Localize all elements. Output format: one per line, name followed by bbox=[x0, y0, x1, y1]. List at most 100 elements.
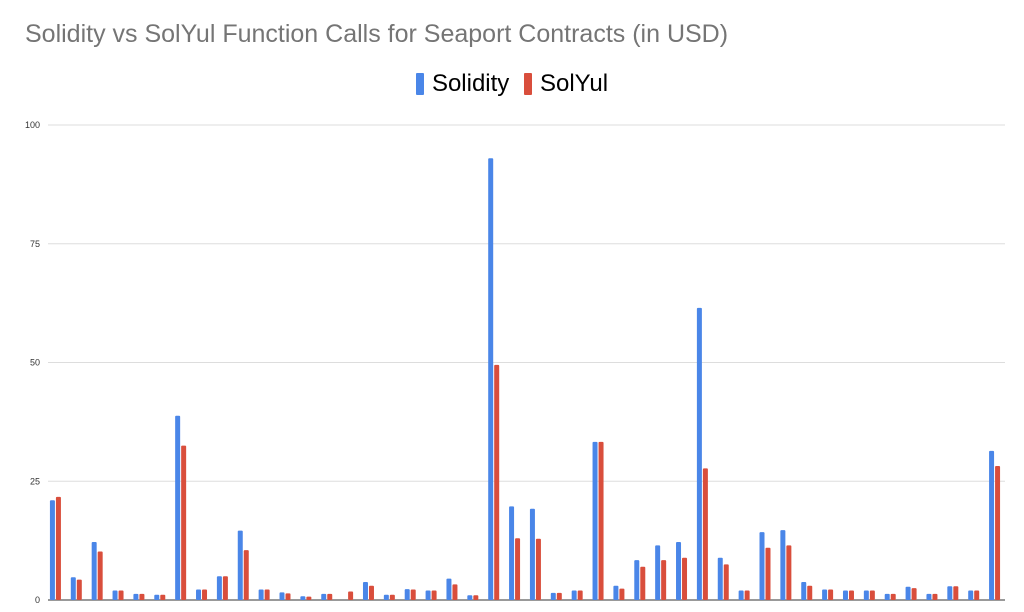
legend: Solidity SolYul bbox=[0, 70, 1024, 102]
bar-solidity-26 bbox=[571, 590, 577, 600]
legend-item-solidity: Solidity bbox=[415, 70, 510, 98]
y-tick-label: 0 bbox=[35, 595, 40, 605]
bar-solidity-21 bbox=[467, 595, 473, 600]
bar-solyul-30 bbox=[661, 560, 667, 600]
bar-solidity-11 bbox=[258, 589, 264, 600]
bar-solyul-1 bbox=[55, 496, 61, 600]
bar-solyul-8 bbox=[202, 589, 208, 600]
bar-solidity-39 bbox=[842, 590, 848, 600]
bar-solidity-9 bbox=[216, 576, 222, 600]
bar-solidity-17 bbox=[383, 594, 389, 600]
bar-solidity-3 bbox=[91, 542, 97, 600]
bar-solidity-33 bbox=[717, 557, 723, 600]
bar-solyul-32 bbox=[702, 468, 708, 600]
legend-swatch-solyul bbox=[523, 73, 532, 95]
bar-solyul-26 bbox=[577, 590, 583, 600]
bar-solidity-8 bbox=[196, 589, 202, 600]
bar-solyul-12 bbox=[285, 593, 291, 600]
bar-solidity-41 bbox=[884, 593, 890, 600]
bar-solyul-37 bbox=[807, 585, 813, 600]
legend-label-solyul: SolYul bbox=[539, 70, 609, 97]
bar-solidity-29 bbox=[634, 560, 640, 600]
bar-solyul-20 bbox=[452, 584, 458, 600]
y-tick-label: 100 bbox=[25, 120, 40, 130]
bar-solyul-28 bbox=[619, 588, 625, 600]
bar-solyul-7 bbox=[181, 445, 187, 600]
bar-solidity-25 bbox=[550, 592, 556, 600]
bar-solidity-16 bbox=[362, 581, 368, 600]
bar-solidity-23 bbox=[509, 506, 515, 600]
bar-solidity-19 bbox=[425, 590, 431, 600]
bar-solidity-6 bbox=[154, 594, 160, 600]
bar-solidity-27 bbox=[592, 441, 598, 600]
y-tick-label: 25 bbox=[30, 476, 40, 486]
bar-solyul-3 bbox=[97, 551, 103, 600]
legend-label-solidity: Solidity bbox=[431, 70, 510, 97]
bar-solyul-6 bbox=[160, 594, 166, 600]
bar-solidity-1 bbox=[49, 500, 55, 600]
bar-solyul-18 bbox=[410, 589, 416, 600]
bar-solidity-35 bbox=[759, 532, 765, 600]
bar-solyul-21 bbox=[473, 595, 479, 600]
bar-solyul-15 bbox=[348, 591, 354, 600]
bar-solidity-2 bbox=[70, 577, 76, 600]
bar-solidity-14 bbox=[321, 593, 327, 600]
bar-solidity-28 bbox=[613, 585, 619, 600]
bar-solyul-24 bbox=[535, 538, 541, 600]
bar-solidity-42 bbox=[905, 586, 911, 600]
bar-solyul-17 bbox=[389, 594, 395, 600]
bar-solyul-39 bbox=[848, 590, 854, 600]
bar-solidity-37 bbox=[801, 581, 807, 600]
bar-solyul-10 bbox=[243, 550, 249, 600]
bar-solidity-44 bbox=[947, 586, 953, 600]
bar-solidity-4 bbox=[112, 590, 118, 600]
bar-solidity-34 bbox=[738, 590, 744, 600]
bar-solidity-30 bbox=[655, 545, 661, 600]
bar-solyul-41 bbox=[890, 593, 896, 600]
bar-solyul-11 bbox=[264, 589, 270, 600]
bar-solyul-27 bbox=[598, 441, 604, 600]
bar-solidity-43 bbox=[926, 593, 932, 600]
bar-solidity-12 bbox=[279, 592, 285, 600]
bar-solyul-19 bbox=[431, 590, 437, 600]
bar-solidity-46 bbox=[989, 450, 995, 600]
bar-solidity-31 bbox=[676, 542, 682, 600]
bar-solidity-24 bbox=[529, 508, 535, 600]
bar-solidity-38 bbox=[822, 589, 828, 600]
bar-solyul-29 bbox=[640, 566, 646, 600]
bar-solyul-13 bbox=[306, 596, 312, 600]
bar-solyul-22 bbox=[494, 364, 500, 600]
bar-solyul-23 bbox=[515, 538, 521, 600]
bar-solidity-7 bbox=[175, 415, 181, 600]
bar-solyul-40 bbox=[869, 590, 875, 600]
bar-solidity-5 bbox=[133, 593, 139, 600]
bar-solyul-35 bbox=[765, 547, 771, 600]
bar-solidity-20 bbox=[446, 578, 452, 600]
bar-solyul-31 bbox=[682, 557, 688, 600]
bar-solyul-43 bbox=[932, 593, 938, 600]
bar-solyul-2 bbox=[76, 579, 82, 600]
bar-solidity-22 bbox=[488, 158, 494, 600]
bar-solyul-46 bbox=[995, 466, 1001, 600]
bar-solyul-42 bbox=[911, 588, 917, 600]
bar-solyul-33 bbox=[723, 564, 729, 600]
bar-solyul-38 bbox=[828, 589, 834, 600]
bar-solyul-4 bbox=[118, 590, 124, 600]
legend-swatch-solidity bbox=[415, 73, 424, 95]
bar-solidity-10 bbox=[237, 530, 243, 600]
bar-solidity-18 bbox=[404, 589, 410, 600]
bar-solyul-45 bbox=[974, 590, 980, 600]
bar-solyul-16 bbox=[368, 585, 374, 600]
legend-item-solyul: SolYul bbox=[523, 70, 609, 98]
bar-solidity-36 bbox=[780, 530, 786, 600]
bar-solyul-9 bbox=[222, 576, 228, 600]
chart-title: Solidity vs SolYul Function Calls for Se… bbox=[25, 20, 729, 48]
bar-solyul-14 bbox=[327, 593, 333, 600]
bar-solyul-44 bbox=[953, 586, 959, 600]
bar-solyul-25 bbox=[556, 592, 562, 600]
y-tick-label: 75 bbox=[30, 239, 40, 249]
bar-solidity-40 bbox=[863, 590, 869, 600]
bar-solidity-13 bbox=[300, 596, 306, 600]
bar-solyul-34 bbox=[744, 590, 750, 600]
